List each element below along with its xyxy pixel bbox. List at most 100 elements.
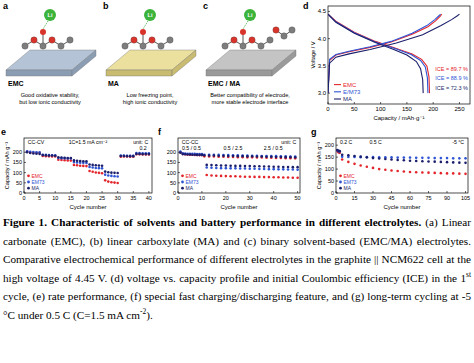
point (378, 168, 381, 171)
description: Good oxidative stability, (21, 92, 80, 98)
atom (267, 37, 273, 43)
y-tick-label: 50 (16, 180, 22, 186)
point (104, 170, 107, 173)
point (220, 167, 223, 170)
y-tick-label: 0 (173, 190, 176, 196)
x-tick-label: 30 (247, 195, 253, 201)
y-tick-label: 200 (13, 149, 22, 155)
legend-swatch (181, 174, 184, 177)
point (253, 165, 256, 168)
point (464, 173, 467, 176)
atom (258, 43, 264, 49)
x-tick-label: 50 (351, 106, 358, 112)
legend-swatch (334, 98, 341, 99)
data-marks (26, 150, 150, 184)
data-marks (179, 150, 299, 179)
ion (244, 9, 256, 21)
point (446, 172, 449, 175)
point (215, 164, 218, 167)
ion-label: Li (48, 12, 53, 18)
point (126, 155, 129, 158)
legend: EMCEM73MA (27, 173, 45, 191)
y-tick (24, 162, 26, 163)
point (347, 161, 350, 164)
point (292, 176, 295, 179)
atom (167, 37, 173, 43)
x-axis-label: Cycle number (69, 204, 106, 210)
point (104, 173, 107, 176)
legend-swatch (181, 187, 184, 190)
y-tick-label: 50 (328, 178, 334, 184)
annotation: -5 °C (452, 139, 464, 145)
point (51, 154, 54, 157)
legend-swatch (334, 91, 341, 92)
point (201, 154, 204, 157)
point (141, 153, 144, 156)
point (347, 154, 350, 157)
x-tick-label: 40 (271, 195, 277, 201)
point (132, 154, 135, 157)
point (229, 175, 232, 178)
point (287, 168, 290, 171)
point (210, 166, 213, 169)
point (63, 157, 66, 160)
point (446, 161, 449, 164)
chart-1: e0510152025303540050100150200Cycle numbe… (1, 127, 152, 210)
description: Low freezing point, (127, 92, 174, 98)
x-tick-label: 75 (425, 195, 431, 201)
point (353, 155, 356, 158)
point (198, 154, 201, 157)
x-tick (86, 191, 87, 193)
x-tick (447, 191, 448, 193)
point (116, 175, 119, 178)
point (284, 155, 287, 158)
point (446, 157, 449, 160)
point (129, 155, 132, 158)
point (196, 154, 199, 157)
y-tick-label: 3.5 (318, 63, 327, 69)
point (452, 172, 455, 175)
point (227, 155, 230, 158)
point (119, 155, 122, 158)
x-tick-label: 100 (376, 106, 387, 112)
point (186, 153, 189, 156)
panel-b: bLiMALow freezing point,high ionic condu… (103, 1, 196, 105)
annotation: CC-CV (28, 139, 45, 145)
point (239, 165, 242, 168)
point (85, 165, 88, 168)
point (229, 167, 232, 170)
point (440, 172, 443, 175)
point (270, 155, 273, 158)
legend-label: MA (343, 96, 352, 102)
point (48, 155, 51, 158)
coordination (143, 21, 148, 29)
point (263, 176, 266, 179)
point (366, 156, 369, 159)
point (129, 155, 132, 158)
page: aLiEMCGood oxidative stability,but low i… (0, 0, 474, 363)
point (268, 165, 271, 168)
point (101, 164, 104, 167)
point (234, 167, 237, 170)
point (296, 176, 299, 179)
x-tick-label: 15 (351, 195, 357, 201)
molecule-name: EMC / MA (208, 80, 240, 87)
point (73, 159, 76, 162)
point (234, 165, 237, 168)
point (403, 170, 406, 173)
point (433, 157, 436, 160)
x-tick (410, 191, 411, 193)
panel-label: f (158, 127, 162, 137)
point (421, 157, 424, 160)
data-marks (336, 149, 467, 176)
point (45, 155, 48, 158)
point (63, 156, 66, 159)
point (217, 154, 220, 157)
x-tick-label: 45 (388, 195, 394, 201)
point (403, 156, 406, 159)
point (85, 160, 88, 163)
point (95, 171, 98, 174)
x-tick (225, 191, 226, 193)
point (251, 155, 254, 158)
point (296, 168, 299, 171)
